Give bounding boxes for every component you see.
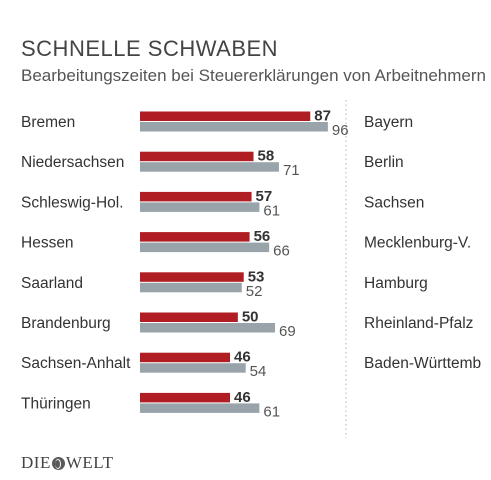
bar-series-2 — [140, 202, 260, 212]
category-label: Rheinland-Pfalz — [364, 315, 473, 332]
value-label-series-2: 61 — [263, 403, 280, 420]
category-label: Bremen — [21, 114, 75, 131]
category-label: Niedersachsen — [21, 154, 124, 171]
brand-left: DIE — [21, 453, 51, 472]
bar-series-2 — [140, 242, 270, 253]
bar-series-2 — [140, 323, 276, 333]
bar-series-1 — [140, 392, 231, 403]
value-label-series-1: 46 — [234, 389, 251, 406]
bar-series-1 — [140, 312, 238, 322]
category-label: Schleswig-Hol. — [21, 194, 124, 211]
value-label-series-2: 71 — [283, 162, 300, 179]
bar-series-2 — [140, 363, 246, 373]
bar-series-1 — [140, 272, 244, 282]
value-label-series-1: 57 — [256, 188, 273, 205]
value-label-series-2: 61 — [263, 202, 280, 219]
category-label: Brandenburg — [21, 315, 111, 332]
bar-series-1 — [140, 151, 254, 162]
brand-right: WELT — [65, 453, 114, 472]
bar-series-2 — [140, 282, 242, 293]
category-label: Hessen — [21, 235, 74, 252]
bar-series-2 — [140, 162, 279, 172]
category-label: Thüringen — [21, 395, 91, 412]
bar-series-1 — [140, 111, 311, 121]
category-label: Sachsen — [364, 194, 424, 211]
category-label: Bayern — [364, 114, 413, 131]
value-label-series-1: 56 — [254, 228, 271, 245]
bar-series-1 — [140, 191, 252, 202]
value-label-series-2: 52 — [246, 283, 263, 300]
category-label: Saarland — [21, 275, 83, 292]
bar-series-1 — [140, 232, 250, 242]
category-label: Mecklenburg-V. — [364, 235, 471, 252]
category-label: Berlin — [364, 154, 404, 171]
value-label-series-1: 58 — [258, 148, 275, 165]
value-label-series-1: 87 — [314, 108, 331, 125]
value-label-series-1: 53 — [248, 268, 265, 285]
bar-series-2 — [140, 122, 328, 132]
value-label-series-2: 54 — [250, 363, 267, 380]
chart-title: SCHNELLE SCHWABEN — [21, 36, 279, 61]
category-label: Sachsen-Anhalt — [21, 355, 131, 372]
globe-icon — [51, 456, 65, 470]
value-label-series-1: 46 — [234, 349, 251, 366]
chart-subtitle: Bearbeitungszeiten bei Steuererklärungen… — [21, 66, 486, 85]
bar-series-1 — [140, 352, 231, 363]
value-label-series-2: 69 — [279, 323, 296, 340]
category-label: Baden-Württemb — [364, 355, 481, 372]
bar-series-2 — [140, 403, 260, 413]
value-label-series-1: 50 — [242, 309, 259, 326]
category-label: Hamburg — [364, 275, 428, 292]
brand-logo: DIE WELT — [21, 453, 113, 473]
value-label-series-2: 66 — [273, 243, 290, 260]
value-label-series-2: 96 — [332, 122, 349, 139]
